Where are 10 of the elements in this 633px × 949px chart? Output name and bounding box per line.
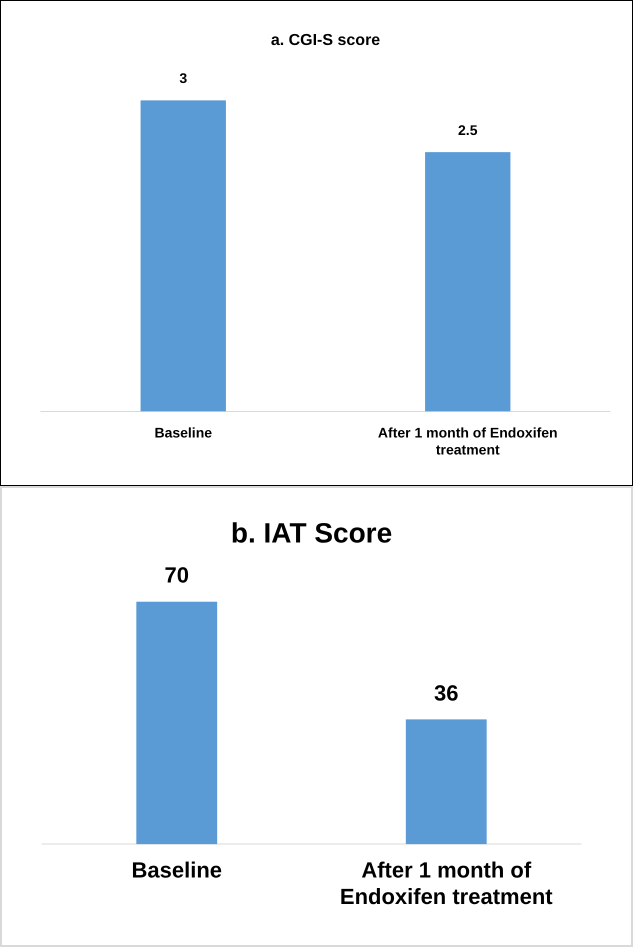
x-tick-label: Baseline [154, 424, 212, 441]
chart-title: a. CGI-S score [270, 32, 380, 50]
x-tick-label: After 1 month of Endoxifen treatment [378, 424, 558, 458]
x-tick-label: After 1 month of Endoxifen treatment [340, 857, 554, 909]
data-label: 3 [179, 70, 188, 86]
data-label: 70 [164, 562, 189, 588]
data-label: 36 [434, 680, 458, 706]
chart-title: b. IAT Score [230, 518, 392, 549]
data-label: 2.5 [458, 122, 478, 138]
x-tick-label: Baseline [132, 857, 222, 882]
